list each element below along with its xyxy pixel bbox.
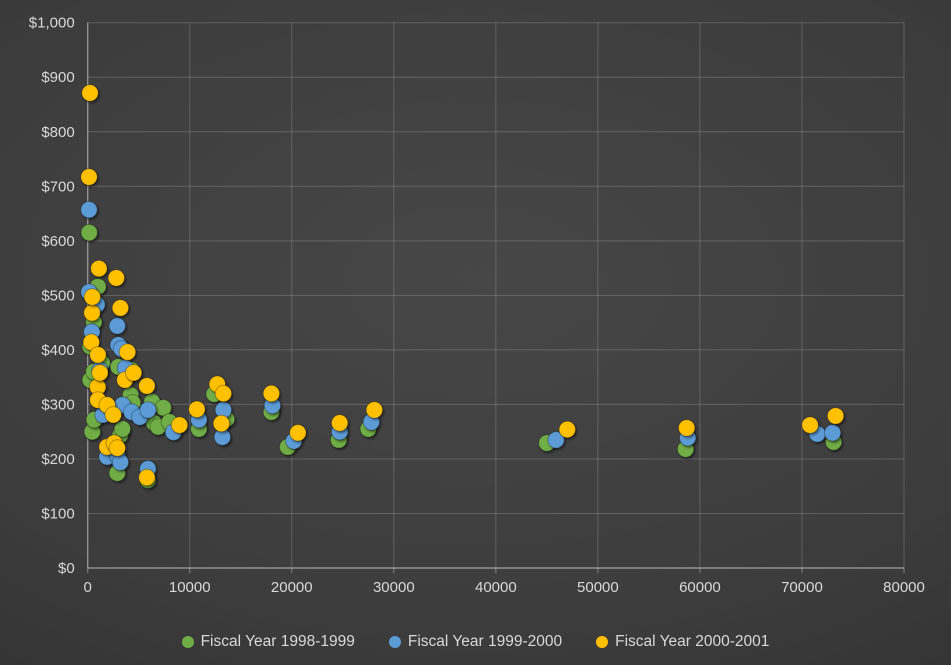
data-point[interactable] [547, 431, 565, 449]
y-axis-label: $700 [41, 178, 74, 195]
x-axis-label: 30000 [373, 579, 415, 596]
data-point[interactable] [365, 401, 384, 419]
data-point[interactable] [289, 424, 307, 442]
data-point[interactable] [80, 201, 98, 219]
data-point[interactable] [678, 419, 696, 437]
data-point[interactable] [83, 288, 102, 306]
data-point[interactable] [89, 346, 107, 364]
data-point[interactable] [90, 259, 108, 278]
x-axis-label: 10000 [169, 579, 211, 596]
y-axis-label: $1,000 [29, 15, 75, 32]
legend-item-fy-1999-2000[interactable]: Fiscal Year 1999-2000 [388, 633, 563, 651]
data-point[interactable] [111, 453, 130, 471]
data-point[interactable] [214, 384, 233, 403]
data-point[interactable] [111, 299, 130, 317]
data-point[interactable] [108, 439, 127, 457]
data-point[interactable] [80, 223, 98, 242]
legend: Fiscal Year 1998-1999 Fiscal Year 1999-2… [0, 633, 951, 651]
x-axis-label: 70000 [781, 579, 823, 596]
legend-label: Fiscal Year 1999-2000 [407, 633, 563, 650]
y-axis-label: $200 [41, 451, 74, 468]
data-point[interactable] [823, 424, 842, 442]
data-point[interactable] [188, 400, 206, 418]
y-axis-label: $100 [41, 505, 74, 522]
data-point[interactable] [124, 364, 143, 382]
legend-item-fy-1998-1999[interactable]: Fiscal Year 1998-1999 [181, 633, 355, 651]
legend-label: Fiscal Year 1998-1999 [200, 633, 355, 650]
y-axis-label: $0 [58, 560, 75, 577]
data-point[interactable] [138, 468, 156, 487]
x-axis-label: 0 [84, 579, 92, 596]
data-point[interactable] [558, 420, 576, 439]
y-axis-label: $400 [41, 342, 74, 359]
data-point[interactable] [801, 416, 819, 434]
data-point[interactable] [118, 343, 137, 361]
data-point[interactable] [262, 384, 281, 403]
legend-label: Fiscal Year 2000-2001 [615, 633, 770, 650]
x-axis-label: 80000 [883, 579, 925, 596]
x-axis-label: 60000 [679, 579, 721, 596]
data-point[interactable] [331, 414, 349, 432]
data-point[interactable] [826, 407, 845, 425]
data-points [80, 84, 845, 489]
y-axis-label: $300 [41, 396, 74, 413]
data-point[interactable] [80, 168, 98, 186]
legend-marker-icon [181, 636, 194, 648]
data-point[interactable] [108, 317, 127, 335]
data-point[interactable] [81, 84, 99, 102]
y-axis-label: $500 [41, 287, 74, 304]
data-point[interactable] [212, 414, 231, 433]
legend-item-fy-2000-2001[interactable]: Fiscal Year 2000-2001 [596, 633, 769, 651]
data-point[interactable] [91, 364, 109, 382]
x-axis-label: 20000 [271, 579, 313, 596]
y-axis-label: $900 [41, 69, 74, 86]
x-axis-label: 40000 [475, 579, 517, 596]
legend-marker-icon [388, 636, 401, 648]
data-point[interactable] [170, 416, 189, 434]
data-point[interactable] [83, 304, 101, 322]
data-point[interactable] [138, 377, 156, 395]
legend-marker-icon [596, 636, 609, 648]
data-point[interactable] [107, 269, 126, 287]
data-point[interactable] [113, 420, 132, 438]
gridlines [87, 22, 905, 569]
data-point[interactable] [139, 401, 157, 419]
data-point[interactable] [104, 406, 122, 424]
x-axis-label: 50000 [577, 579, 619, 596]
y-axis-label: $800 [41, 124, 74, 141]
axis-labels: $0 $100 $200 $300 $400 $500 $600 $700 $800 $900 $1… [29, 15, 925, 596]
y-axis-label: $600 [41, 233, 74, 250]
